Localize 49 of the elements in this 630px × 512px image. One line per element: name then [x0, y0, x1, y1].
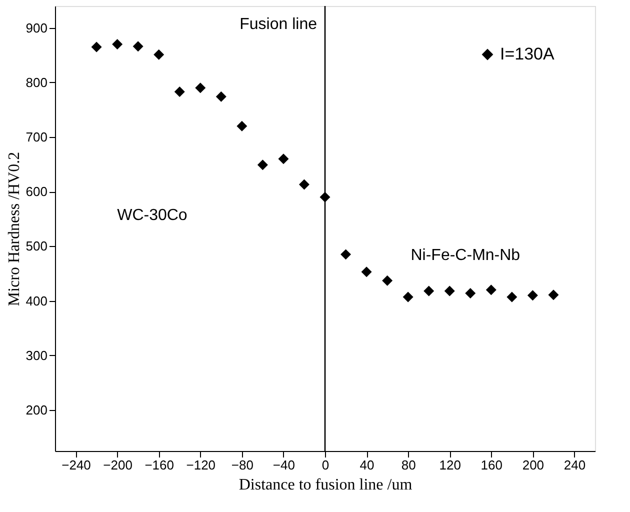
y-axis-title: Micro Hardness /HV0.2 — [6, 152, 23, 306]
x-tick-label: 0 — [322, 458, 330, 472]
x-tick-label: 240 — [564, 458, 586, 472]
point — [424, 286, 434, 296]
point — [132, 41, 144, 52]
point — [236, 120, 248, 132]
point — [548, 290, 559, 300]
y-tick-label: 900 — [26, 20, 48, 36]
y-tick-label: 600 — [26, 184, 48, 200]
x-tick-label: −120 — [186, 458, 216, 472]
point — [257, 160, 268, 170]
x-tick-label: −40 — [272, 458, 295, 472]
point — [195, 82, 206, 94]
x-tick-label: −200 — [103, 458, 132, 472]
x-tick-label: −240 — [62, 458, 91, 472]
y-tick-label: 300 — [26, 348, 48, 363]
x-tick-label: −80 — [231, 458, 254, 472]
point — [298, 179, 310, 190]
x-tick-label: 120 — [439, 458, 461, 472]
point — [382, 275, 393, 286]
x-tick-label: 160 — [480, 458, 503, 472]
point — [174, 86, 185, 97]
y-tick-label: 800 — [26, 74, 48, 90]
x-tick-label: 80 — [401, 458, 416, 472]
y-tick-label: 700 — [26, 130, 48, 145]
point — [340, 249, 352, 260]
x-axis-title: Distance to fusion line /um — [238, 476, 413, 494]
point — [465, 288, 476, 298]
x-tick-label: 40 — [360, 458, 374, 472]
point — [402, 292, 414, 302]
y-tick-label: 500 — [26, 238, 48, 254]
point — [278, 154, 289, 164]
point — [216, 91, 226, 102]
y-tick-label: 400 — [26, 293, 48, 308]
ref-line-label: Fusion line — [240, 16, 318, 33]
point — [527, 290, 538, 301]
point — [486, 284, 496, 296]
point — [154, 49, 164, 60]
annotation: Ni-Fe-C-Mn-Nb — [410, 247, 520, 264]
point — [91, 42, 102, 52]
point — [112, 38, 123, 50]
point — [361, 266, 372, 278]
legend-label: I=130A — [500, 44, 556, 64]
point — [506, 292, 518, 302]
annotation: WC-30Co — [117, 207, 188, 224]
y-tick-label: 200 — [26, 402, 48, 418]
x-tick-label: −160 — [144, 458, 174, 472]
point — [444, 286, 455, 296]
x-tick-label: 200 — [522, 458, 544, 472]
